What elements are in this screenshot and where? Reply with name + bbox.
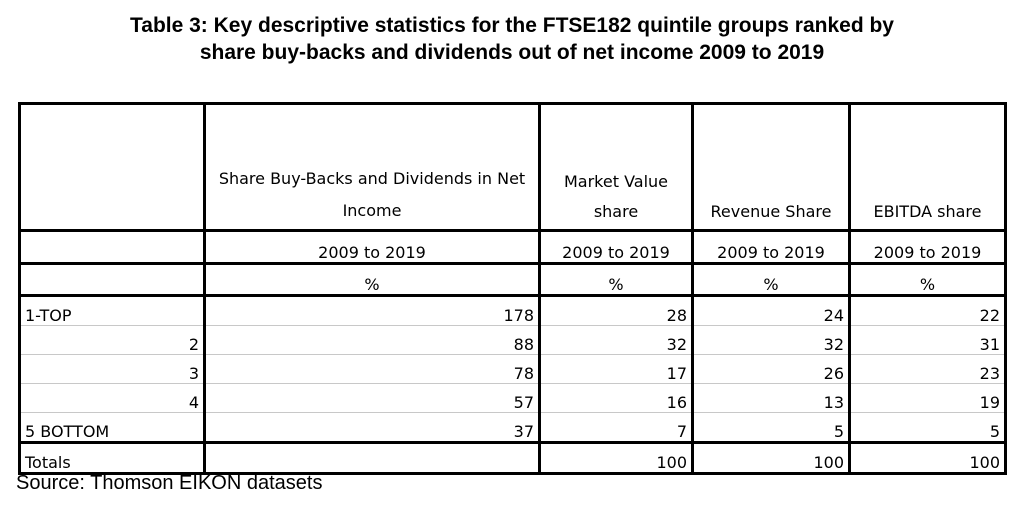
header-blank-cell: [20, 104, 205, 231]
revenue-share-cell: 5: [691, 412, 850, 444]
buyback-dividends-cell: 78: [203, 354, 540, 384]
totals-row: Totals 100 100 100: [20, 442, 1006, 474]
market-value-cell: 28: [538, 295, 693, 326]
market-value-cell: 7: [538, 412, 693, 444]
totals-label: Totals: [25, 453, 71, 472]
table-row: 2 88 32 32 31: [19, 325, 1006, 355]
unit-cell: %: [203, 263, 540, 297]
ebitda-share-cell: 22: [848, 295, 1006, 326]
market-value-cell: 32: [538, 325, 693, 355]
row-label: 1-TOP: [19, 295, 205, 326]
buyback-dividends-cell: 37: [203, 412, 540, 444]
row-label: 2: [19, 325, 205, 355]
header-row: Share Buy-Backs and Dividends in Net Inc…: [20, 103, 1006, 231]
header-revenue-share: Revenue Share: [691, 103, 850, 231]
period-cell: 2009 to 2019: [203, 229, 540, 265]
market-value-cell: 16: [538, 383, 693, 413]
revenue-share-cell: 24: [691, 295, 850, 326]
unit-row: % % % %: [19, 263, 1006, 297]
buyback-dividends-cell: 57: [203, 383, 540, 413]
totals-ebitda-share-cell: 100: [848, 442, 1006, 474]
header-ebitda-share: EBITDA share: [848, 103, 1006, 231]
table-row: 4 57 16 13 19: [19, 383, 1006, 413]
ebitda-share-cell: 5: [848, 412, 1006, 444]
table-row: 3 78 17 26 23: [19, 354, 1006, 384]
period-cell: 2009 to 2019: [538, 229, 693, 265]
period-cell: 2009 to 2019: [691, 229, 850, 265]
ebitda-share-cell: 31: [848, 325, 1006, 355]
unit-cell: %: [848, 263, 1006, 297]
unit-cell: %: [691, 263, 850, 297]
revenue-share-cell: 32: [691, 325, 850, 355]
row-label: 4: [19, 383, 205, 413]
source-note: Source: Thomson EIKON datasets: [16, 472, 323, 494]
period-cell: 2009 to 2019: [848, 229, 1006, 265]
table-row: 5 BOTTOM 37 7 5 5: [19, 412, 1006, 444]
table-row: 1-TOP 178 28 24 22: [19, 295, 1006, 326]
table-title: Table 3: Key descriptive statistics for …: [0, 12, 1024, 66]
revenue-share-cell: 13: [691, 383, 850, 413]
period-row: 2009 to 2019 2009 to 2019 2009 to 2019 2…: [19, 229, 1006, 265]
unit-cell: %: [538, 263, 693, 297]
buyback-dividends-cell: 178: [203, 295, 540, 326]
statistics-table: Share Buy-Backs and Dividends in Net Inc…: [18, 102, 1007, 475]
period-blank-cell: [19, 229, 205, 265]
table-title-line-2: share buy-backs and dividends out of net…: [199, 41, 825, 64]
market-value-cell: 17: [538, 354, 693, 384]
totals-buyback-dividends-cell: [203, 442, 540, 474]
unit-blank-cell: [19, 263, 205, 297]
buyback-dividends-cell: 88: [203, 325, 540, 355]
revenue-share-cell: 26: [691, 354, 850, 384]
table-title-line-1: Table 3: Key descriptive statistics for …: [130, 14, 894, 37]
header-market-value: Market Value share: [538, 103, 693, 231]
totals-revenue-share-cell: 100: [691, 442, 850, 474]
header-buyback-dividends: Share Buy-Backs and Dividends in Net Inc…: [203, 103, 540, 231]
ebitda-share-cell: 19: [848, 383, 1006, 413]
row-label: 5 BOTTOM: [19, 412, 205, 444]
row-label: 3: [19, 354, 205, 384]
totals-market-value-cell: 100: [538, 442, 693, 474]
ebitda-share-cell: 23: [848, 354, 1006, 384]
